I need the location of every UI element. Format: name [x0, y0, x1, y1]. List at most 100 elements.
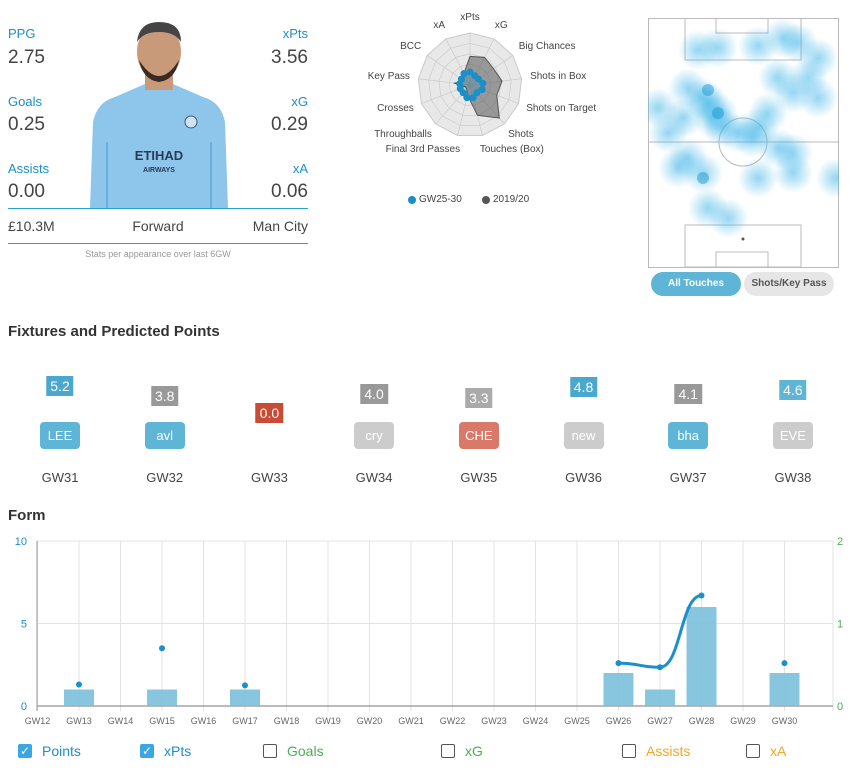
radar-point[interactable]: [466, 68, 474, 76]
radar-point[interactable]: [479, 79, 487, 87]
fixture-gw35[interactable]: 3.3 CHE GW35: [439, 360, 519, 490]
radar-point[interactable]: [475, 75, 483, 83]
y2-tick-label: 0: [837, 701, 843, 713]
points-bar[interactable]: [147, 689, 177, 707]
checkbox-icon[interactable]: [746, 744, 760, 758]
fixture-gw34[interactable]: 4.0 cry GW34: [334, 360, 414, 490]
divider: [8, 243, 308, 244]
x-tick-label: GW13: [66, 716, 92, 726]
predicted-points: 4.1: [674, 384, 702, 404]
xpts-point[interactable]: [657, 664, 663, 671]
goals-label: Goals: [8, 94, 42, 109]
radar-point[interactable]: [478, 86, 486, 94]
fixture-gw37[interactable]: 4.1 bha GW37: [648, 360, 728, 490]
xg-value: 0.29: [271, 114, 308, 135]
legend-toggle-assists[interactable]: Assists: [622, 743, 690, 759]
player-position: Forward: [132, 218, 184, 234]
x-tick-label: GW12: [25, 716, 51, 726]
x-tick-label: GW15: [149, 716, 175, 726]
legend-label: xPts: [164, 743, 192, 759]
x-tick-label: GW21: [398, 716, 424, 726]
fixtures-title: Fixtures and Predicted Points: [8, 323, 220, 340]
radar-axis-label: Big Chances: [518, 41, 576, 53]
legend-label: Points: [42, 743, 81, 759]
checkbox-icon[interactable]: [622, 744, 636, 758]
legend-toggle-xg[interactable]: xG: [441, 743, 483, 759]
opponent-badge: bha: [668, 422, 709, 449]
xpts-point[interactable]: [242, 682, 248, 689]
xpts-point[interactable]: [781, 660, 788, 667]
opponent-badge: LEE: [40, 422, 80, 449]
radar-point[interactable]: [469, 94, 477, 102]
player-team: Man City: [252, 218, 308, 234]
gameweek-label: GW38: [774, 470, 812, 485]
radar-point[interactable]: [473, 89, 481, 97]
fixture-gw32[interactable]: 3.8 avl GW32: [125, 360, 205, 490]
points-bar[interactable]: [645, 689, 675, 707]
predicted-points: 0.0: [255, 403, 284, 423]
radar-grid-ring: [428, 43, 512, 126]
radar-chart: [417, 32, 523, 136]
heat-blob: [708, 198, 748, 238]
points-bar[interactable]: [603, 673, 634, 706]
fixture-gw33[interactable]: 0.0 GW33: [229, 360, 309, 490]
fixture-gw38[interactable]: 4.6 EVE GW38: [753, 360, 833, 490]
gameweek-label: GW33: [250, 470, 288, 485]
fixture-gw36[interactable]: 4.8 new GW36: [544, 360, 624, 490]
x-tick-label: GW14: [108, 716, 134, 726]
radar-axis-label: Shots in Box: [530, 70, 587, 82]
form-title: Form: [8, 507, 46, 524]
radar-axis-label: xA: [433, 20, 446, 32]
radar-point[interactable]: [460, 69, 468, 77]
divider: [8, 208, 308, 209]
xpts-point[interactable]: [615, 660, 622, 667]
x-tick-label: GW24: [523, 716, 549, 726]
fixture-gw31[interactable]: 5.2 LEE GW31: [20, 360, 100, 490]
radar-legend-season[interactable]: 2019/20: [482, 194, 529, 205]
all-touches-button[interactable]: All Touches: [651, 272, 741, 296]
radar-axis-label: Shots: [508, 128, 534, 140]
checkbox-icon[interactable]: [441, 744, 455, 758]
legend-toggle-xa[interactable]: xA: [746, 743, 786, 759]
legend-toggle-goals[interactable]: Goals: [263, 743, 324, 759]
heat-blob: [798, 78, 838, 118]
points-bar[interactable]: [769, 673, 800, 706]
radar-point[interactable]: [463, 94, 471, 102]
xpts-point[interactable]: [76, 681, 82, 688]
heat-blob: [718, 113, 758, 153]
xpts-point[interactable]: [698, 592, 705, 599]
points-bar[interactable]: [64, 689, 94, 707]
legend-toggle-points[interactable]: ✓ Points: [18, 743, 81, 759]
radar-point[interactable]: [457, 75, 465, 83]
predicted-points: 5.2: [46, 376, 74, 396]
legend-dot-icon: [408, 195, 416, 204]
y-tick-label: 5: [21, 619, 27, 631]
x-tick-label: GW30: [772, 716, 798, 726]
radar-legend-gw[interactable]: GW25-30: [408, 194, 462, 205]
assists-value: 0.00: [8, 181, 45, 202]
player-photo: ETIHAD AIRWAYS: [90, 22, 228, 208]
svg-text:ETIHAD: ETIHAD: [135, 148, 183, 163]
x-tick-label: GW29: [730, 716, 756, 726]
opponent-badge: new: [563, 422, 604, 449]
xpts-point[interactable]: [159, 645, 165, 652]
y-tick-label: 0: [21, 701, 27, 713]
form-chart: GW12 GW13 GW14 GW15 GW16 GW17 GW18 GW19 GW20 GW21…: [15, 536, 843, 726]
legend-toggle-xpts[interactable]: ✓ xPts: [140, 743, 191, 759]
xa-label: xA: [292, 161, 308, 176]
points-bar[interactable]: [686, 607, 717, 706]
heat-blob: [738, 158, 778, 198]
x-tick-label: GW23: [481, 716, 507, 726]
checkbox-checked-icon[interactable]: ✓: [18, 744, 32, 758]
shots-key-pass-button[interactable]: Shots/Key Pass: [744, 272, 834, 296]
legend-label: Goals: [287, 743, 324, 759]
ppg-label: PPG: [8, 26, 36, 41]
legend-label: Assists: [646, 743, 691, 759]
checkbox-icon[interactable]: [263, 744, 277, 758]
y2-tick-label: 1: [837, 619, 843, 631]
gameweek-label: GW35: [460, 470, 498, 485]
checkbox-checked-icon[interactable]: ✓: [140, 744, 154, 758]
x-tick-label: GW28: [689, 716, 715, 726]
heat-blob: [648, 113, 688, 153]
points-bar[interactable]: [230, 689, 260, 707]
